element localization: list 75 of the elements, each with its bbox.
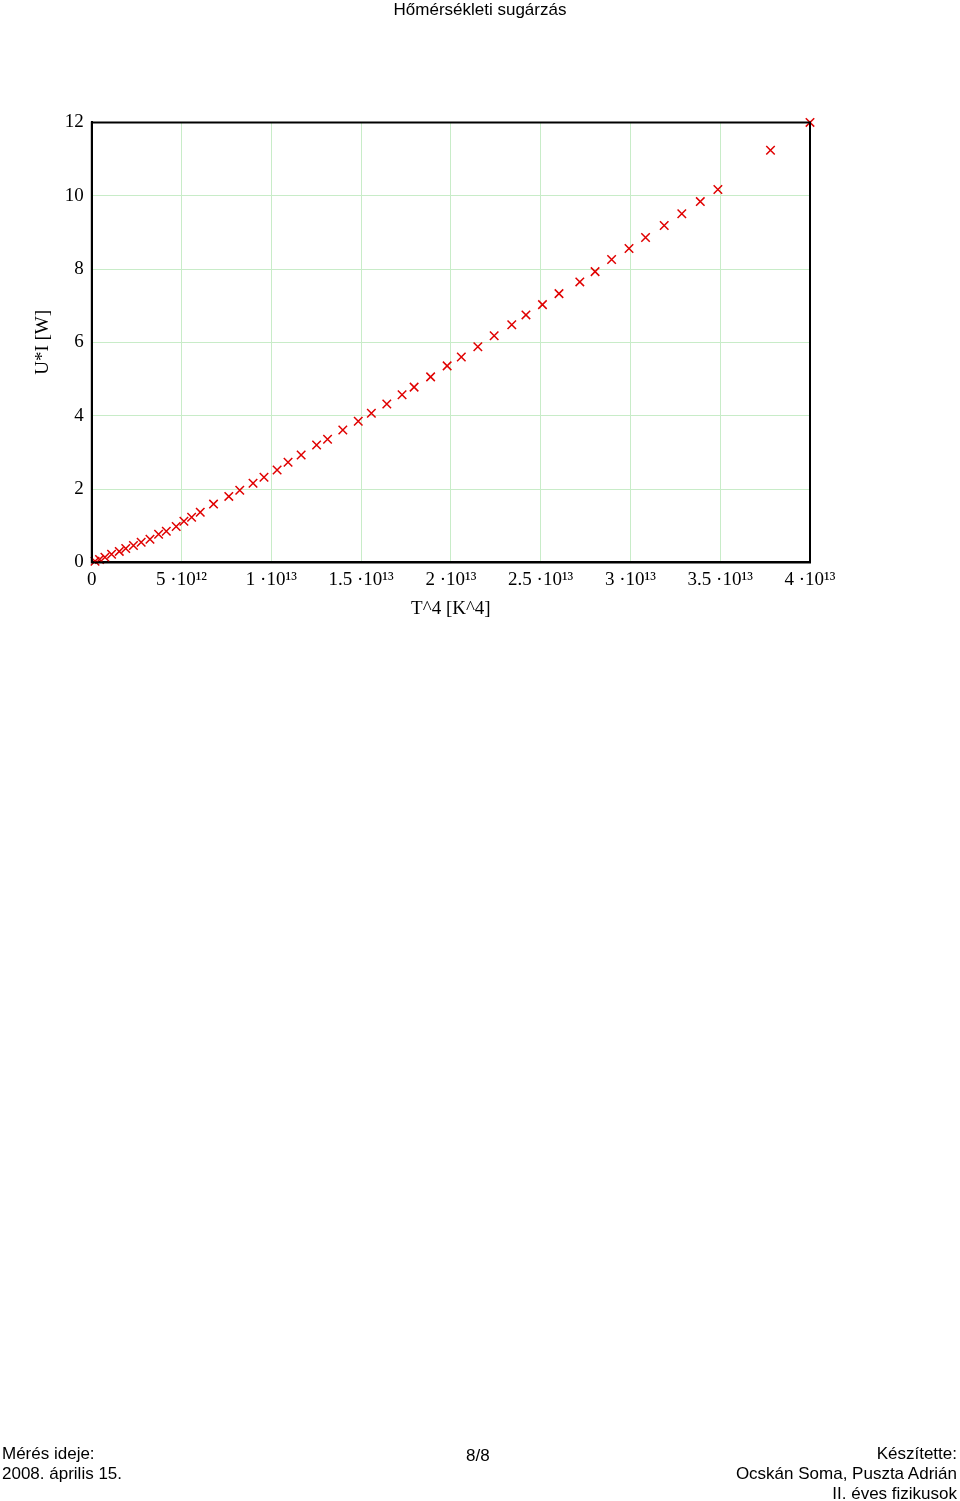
- point: [574, 276, 585, 287]
- point: [296, 449, 307, 460]
- point: [659, 220, 670, 231]
- point: [353, 416, 364, 427]
- y-tick-label: 0: [74, 550, 84, 572]
- point: [223, 491, 234, 502]
- point: [186, 512, 197, 523]
- point: [94, 554, 105, 565]
- point: [106, 549, 117, 560]
- point: [128, 540, 139, 551]
- point: [442, 360, 453, 371]
- point: [489, 330, 500, 341]
- text: II. éves fizikusok: [832, 1484, 957, 1501]
- point: [397, 389, 408, 400]
- point: [120, 543, 131, 554]
- text: Mérés ideje:: [2, 1444, 95, 1464]
- text: Ocskán Soma, Puszta Adrián: [735, 1464, 957, 1484]
- point: [676, 208, 687, 219]
- point: [161, 526, 172, 537]
- y-tick-label: 10: [64, 183, 84, 205]
- point: [590, 266, 601, 277]
- text: 2008. április 15.: [2, 1464, 123, 1484]
- text: 8/8: [466, 1446, 490, 1466]
- point: [136, 537, 147, 548]
- point: [248, 478, 259, 489]
- x-tick-label: 4 ·10¹³: [784, 567, 836, 589]
- point: [537, 299, 548, 310]
- x-tick-label: 3.5 ·10¹³: [687, 567, 754, 589]
- point: [425, 371, 436, 382]
- x-tick-label: 2 ·10¹³: [425, 567, 477, 589]
- point: [456, 352, 467, 363]
- x-tick-label: 2.5 ·10¹³: [508, 567, 574, 589]
- point: [283, 457, 294, 468]
- point: [640, 232, 651, 243]
- x-tick-label: 1 ·10¹³: [245, 567, 298, 589]
- point: [195, 507, 206, 518]
- x-tick-label: 5 ·10¹²: [156, 567, 208, 589]
- point: [171, 521, 182, 532]
- y-axis-title: U*I [W]: [31, 309, 53, 375]
- point: [554, 288, 564, 299]
- point: [234, 485, 245, 496]
- point: [114, 546, 125, 557]
- x-axis-title: T^4 [K^4]: [411, 596, 491, 618]
- y-tick-label: 8: [74, 257, 84, 279]
- point: [90, 556, 101, 567]
- point: [178, 516, 189, 527]
- text: Készítette:: [876, 1444, 957, 1464]
- x-tick-label: 1.5 ·10¹³: [328, 567, 395, 589]
- y-tick-label: 2: [74, 477, 84, 499]
- y-tick-label: 4: [74, 403, 85, 425]
- point: [695, 196, 706, 207]
- point: [208, 499, 219, 510]
- point: [712, 184, 723, 195]
- point: [272, 465, 283, 475]
- point: [805, 117, 815, 128]
- chart-title: Hőmérsékleti sugárzás: [392, 0, 568, 20]
- point: [99, 552, 110, 563]
- point: [472, 341, 483, 352]
- point: [322, 434, 333, 445]
- y-tick-label: 6: [74, 330, 84, 352]
- point: [337, 425, 348, 436]
- point: [409, 382, 420, 393]
- point: [259, 472, 269, 483]
- point: [153, 529, 164, 540]
- x-tick-label: 3 ·10¹³: [604, 567, 657, 589]
- point: [765, 145, 776, 156]
- point: [624, 243, 635, 254]
- point: [381, 399, 392, 409]
- point: [506, 319, 517, 330]
- point: [520, 309, 531, 320]
- point: [606, 254, 617, 265]
- y-tick-label: 12: [64, 110, 84, 132]
- point: [144, 534, 155, 545]
- point: [311, 440, 322, 451]
- point: [366, 408, 377, 419]
